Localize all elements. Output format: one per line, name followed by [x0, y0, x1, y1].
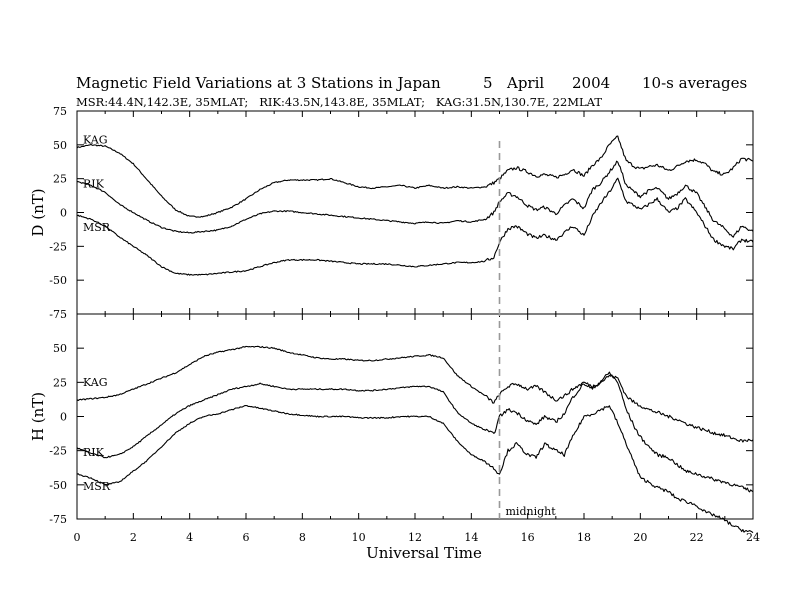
panel-2: 50 25 0 -25 -50 -75 H (nT) KAG RIK MSR: [29, 313, 754, 534]
y-axis-label: D (nT): [29, 188, 47, 236]
x-tick-label: 18: [577, 531, 591, 544]
title-left: Magnetic Field Variations at 3 Stations …: [76, 74, 441, 92]
y-tick-label: 0: [60, 411, 67, 424]
x-tick-label: 20: [633, 531, 647, 544]
x-tick-label: 10: [352, 531, 366, 544]
x-axis-label: Universal Time: [366, 544, 482, 562]
x-tick-label: 16: [521, 531, 535, 544]
x-tick-label: 22: [690, 531, 704, 544]
y-tick-label: -25: [49, 445, 67, 458]
series-kag-line: [76, 345, 754, 443]
series-msr-label: MSR: [83, 221, 111, 234]
y-tick-label: 25: [53, 173, 67, 186]
series-msr-line: [76, 177, 754, 276]
panel-1: 75 50 25 0 -25 -50 -75 D (nT) KAG RIK MSR: [29, 105, 754, 321]
y-tick-label: 25: [53, 376, 67, 389]
series-rik-label: RIK: [83, 177, 105, 190]
chart-panels: 75 50 25 0 -25 -50 -75 D (nT) KAG RIK MSR 50 25 0 -25 -…: [29, 105, 754, 534]
y-tick-label: 50: [53, 342, 67, 355]
x-tick-label: 4: [186, 531, 193, 544]
chart-title: Magnetic Field Variations at 3 Stations …: [76, 74, 747, 109]
title-right: 10-s averages: [642, 74, 747, 92]
y-tick-label: -25: [49, 240, 67, 253]
x-tick-label: 6: [243, 531, 250, 544]
x-axis: 0 2 4 6 8 10 12 14 16 18 20 22 24: [74, 531, 761, 544]
y-tick-label: 0: [60, 207, 67, 220]
series-msr-label: MSR: [83, 480, 111, 493]
x-tick-label: 2: [130, 531, 137, 544]
series-msr-line: [76, 404, 754, 534]
y-tick-label: -50: [49, 479, 67, 492]
series-rik-line: [76, 371, 754, 493]
series-rik-label: RIK: [83, 446, 105, 459]
title-day: 5: [483, 74, 493, 92]
chart-subtitle: MSR:44.4N,142.3E, 35MLAT; RIK:43.5N,143.…: [76, 95, 602, 109]
panel-frame: [76, 110, 754, 315]
x-tick-label: 8: [299, 531, 306, 544]
y-tick-label: 50: [53, 139, 67, 152]
midnight-annotation: midnight: [506, 505, 557, 518]
title-month: April: [506, 74, 544, 92]
x-tick-label: 24: [746, 531, 760, 544]
x-tick-label: 12: [408, 531, 422, 544]
x-tick-label: 14: [464, 531, 478, 544]
series-kag-line: [76, 135, 754, 218]
series-rik-line: [76, 160, 754, 238]
series-kag-label: KAG: [83, 134, 108, 147]
y-tick-label: -75: [49, 308, 67, 321]
y-tick-label: -75: [49, 513, 67, 526]
y-axis-label: H (nT): [29, 392, 47, 441]
y-tick-label: -50: [49, 274, 67, 287]
x-tick-label: 0: [74, 531, 81, 544]
title-year: 2004: [572, 74, 610, 92]
series-kag-label: KAG: [83, 376, 108, 389]
y-tick-label: 75: [53, 105, 67, 118]
